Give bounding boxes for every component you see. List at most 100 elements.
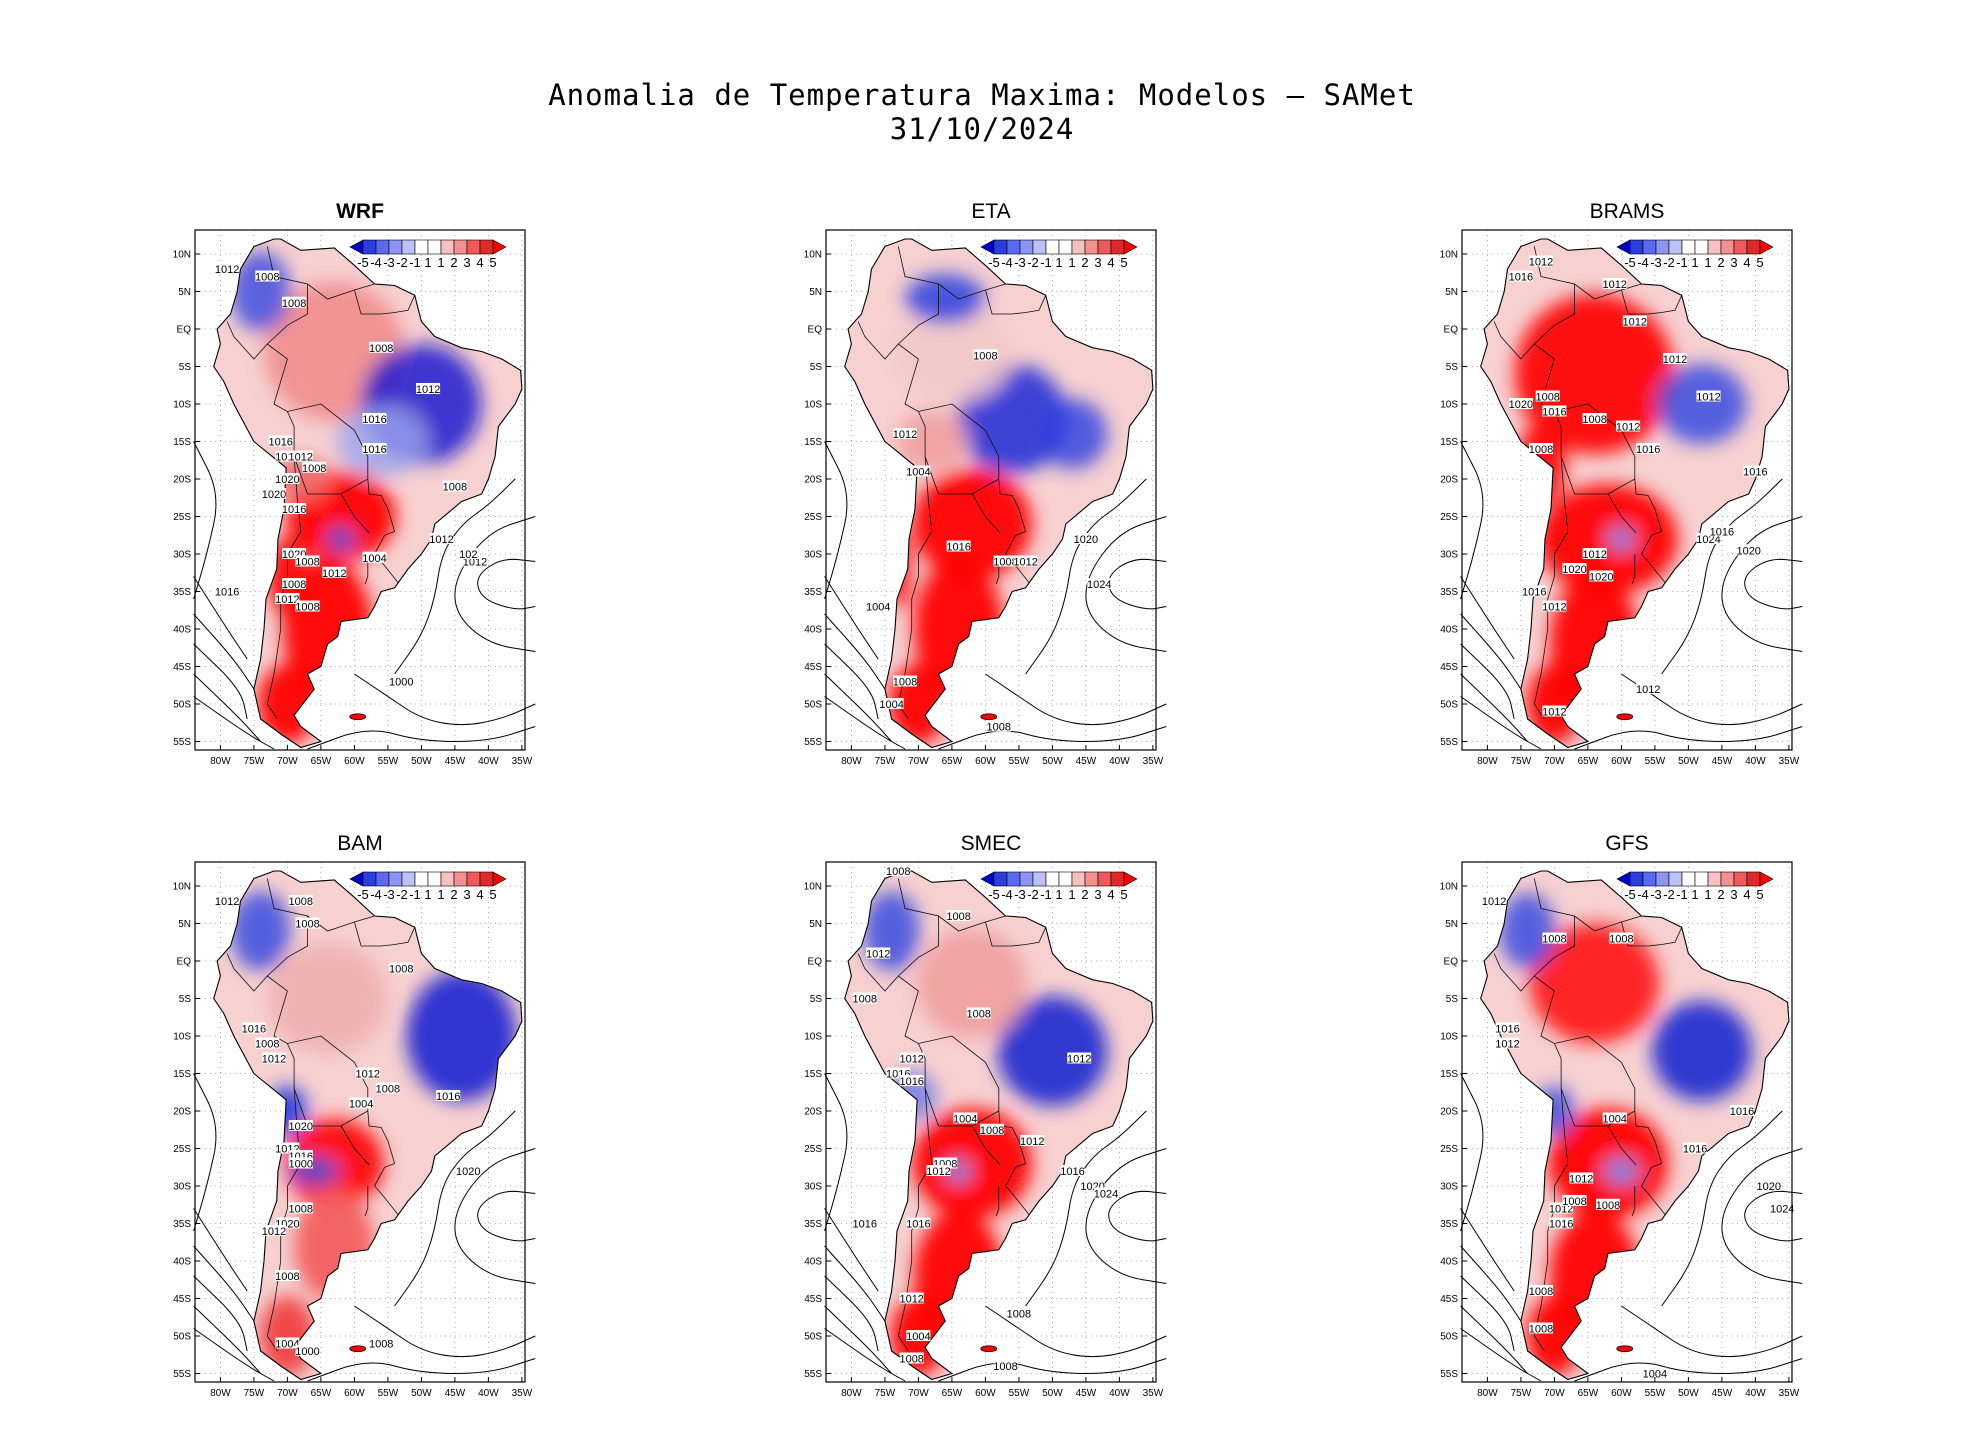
colorbar-tick-label: 1 bbox=[437, 887, 444, 902]
isobar-label: 1012 bbox=[262, 1225, 286, 1238]
colorbar-tick-label: -2 bbox=[396, 255, 408, 270]
colorbar-tick-label: 1 bbox=[1055, 255, 1062, 270]
svg-text:1012: 1012 bbox=[899, 1054, 923, 1066]
isobar-label: 1004 bbox=[362, 551, 387, 565]
colorbar-tick-label: 2 bbox=[450, 255, 457, 270]
isobar-label: 1020 bbox=[1562, 563, 1587, 576]
isobar-label: 1012 bbox=[926, 1165, 951, 1178]
svg-text:15S: 15S bbox=[173, 437, 191, 448]
svg-text:1012: 1012 bbox=[429, 534, 453, 546]
svg-text:1008: 1008 bbox=[993, 1361, 1017, 1373]
svg-text:70W: 70W bbox=[908, 756, 929, 767]
coastline bbox=[1480, 870, 1790, 1381]
svg-text:1024: 1024 bbox=[1087, 579, 1111, 591]
colorbar-tick-label: -1 bbox=[1676, 255, 1688, 270]
isobar-label: 1000 bbox=[389, 675, 414, 689]
isobar-label: 1016 bbox=[242, 1022, 266, 1036]
svg-text:65W: 65W bbox=[942, 1388, 963, 1399]
svg-text:55S: 55S bbox=[1440, 737, 1458, 748]
colorbar-tick-label: -2 bbox=[1663, 255, 1675, 270]
isobar-label: 1012 bbox=[1542, 705, 1567, 719]
colorbar-tick-label: 5 bbox=[1756, 887, 1763, 902]
map-panel-bam: 1012 100810081008101610081012101210081004… bbox=[173, 861, 536, 1399]
svg-text:45S: 45S bbox=[804, 662, 822, 673]
svg-text:1016: 1016 bbox=[1683, 1144, 1707, 1156]
colorbar-tick-label: 5 bbox=[489, 887, 496, 902]
svg-text:30S: 30S bbox=[173, 550, 191, 561]
svg-text:1004: 1004 bbox=[953, 1114, 977, 1126]
svg-text:10N: 10N bbox=[173, 882, 191, 893]
isobar-label: 1012 bbox=[1602, 278, 1627, 291]
svg-text:50S: 50S bbox=[1440, 700, 1458, 711]
isobar-label: 1016 bbox=[946, 540, 971, 554]
svg-text:40S: 40S bbox=[173, 1257, 191, 1268]
svg-text:50S: 50S bbox=[804, 1332, 822, 1343]
isobar-label: 1012 bbox=[1623, 315, 1647, 329]
isobar-label: 1004 bbox=[349, 1097, 373, 1111]
svg-text:1020: 1020 bbox=[456, 1166, 480, 1178]
isobar-label: 1008 bbox=[1007, 1307, 1031, 1321]
svg-text:55W: 55W bbox=[1009, 756, 1030, 767]
isobar-label: 1012 bbox=[1529, 255, 1553, 269]
svg-text:1016: 1016 bbox=[1509, 272, 1533, 284]
svg-text:75W: 75W bbox=[1511, 756, 1532, 767]
svg-text:1016: 1016 bbox=[1636, 444, 1660, 456]
lon-axis: 80W 75W 70W 65W 60W 55W 50W 45W 40W 35W bbox=[841, 745, 1164, 767]
svg-text:1004: 1004 bbox=[906, 1331, 930, 1343]
isobar-label: 1024 bbox=[1087, 578, 1112, 591]
svg-text:1020: 1020 bbox=[289, 1121, 313, 1133]
lat-axis: 10N 5N EQ 5S 10S 15S 20S 25S 30S 35S 40S 45S 50S 55S bbox=[173, 250, 200, 748]
svg-text:55S: 55S bbox=[1440, 1369, 1458, 1380]
lon-axis: 80W 75W 70W 65W 60W 55W 50W 45W 40W 35W bbox=[210, 745, 533, 767]
isobar-label: 1008 bbox=[302, 461, 326, 475]
isobar-label: 1016 bbox=[1060, 1165, 1085, 1178]
colorbar-tick-label: 3 bbox=[1094, 887, 1101, 902]
map-frame bbox=[1461, 229, 1793, 751]
svg-text:45W: 45W bbox=[1712, 756, 1733, 767]
svg-text:1012: 1012 bbox=[289, 452, 313, 464]
svg-text:1020: 1020 bbox=[1736, 545, 1760, 557]
svg-text:1012: 1012 bbox=[899, 1294, 923, 1306]
svg-text:5N: 5N bbox=[1445, 919, 1458, 930]
isobar-label: 1008 bbox=[893, 675, 917, 689]
svg-text:1016: 1016 bbox=[268, 437, 292, 449]
colorbar-tick-label: 1 bbox=[1691, 887, 1698, 902]
colorbar-tick-label: -5 bbox=[988, 255, 1000, 270]
svg-text:20S: 20S bbox=[173, 475, 191, 486]
svg-text:1008: 1008 bbox=[946, 911, 970, 923]
colorbar-tick-label: 1 bbox=[1068, 255, 1075, 270]
isobar-label: 1016 bbox=[268, 435, 293, 449]
colorbar-tick-label: -3 bbox=[383, 255, 395, 270]
isobar-label: 1008 bbox=[376, 1082, 400, 1096]
map-frame bbox=[825, 861, 1157, 1383]
svg-text:1008: 1008 bbox=[980, 1125, 1004, 1137]
svg-text:10N: 10N bbox=[804, 250, 822, 261]
svg-text:5S: 5S bbox=[1446, 994, 1459, 1005]
svg-text:80W: 80W bbox=[210, 1388, 231, 1399]
svg-text:25S: 25S bbox=[804, 512, 822, 523]
svg-text:5S: 5S bbox=[810, 362, 823, 373]
svg-text:1008: 1008 bbox=[282, 298, 306, 310]
colorbar-tick-label: 3 bbox=[1730, 255, 1737, 270]
isobar-label: 1020 bbox=[1074, 533, 1098, 546]
isobar-label: 1008 bbox=[899, 1352, 924, 1366]
svg-text:35S: 35S bbox=[804, 1219, 822, 1230]
svg-text:5S: 5S bbox=[1446, 362, 1459, 373]
colorbar-tick-label: 5 bbox=[1120, 887, 1127, 902]
svg-text:50S: 50S bbox=[804, 700, 822, 711]
svg-text:1008: 1008 bbox=[1609, 934, 1633, 946]
svg-text:35S: 35S bbox=[173, 1219, 191, 1230]
lat-axis: 10N 5N EQ 5S 10S 15S 20S 25S 30S 35S 40S 45S 50S 55S bbox=[1440, 882, 1467, 1380]
isobar-label: 1004 bbox=[953, 1112, 978, 1126]
colorbar-tick-label: 1 bbox=[424, 887, 431, 902]
isobar-label: 1008 bbox=[275, 1270, 300, 1283]
svg-text:1012: 1012 bbox=[416, 384, 440, 396]
isobar-label: 1020 bbox=[289, 1120, 313, 1133]
svg-text:70W: 70W bbox=[277, 756, 298, 767]
svg-text:1008: 1008 bbox=[853, 994, 877, 1006]
svg-text:35S: 35S bbox=[173, 587, 191, 598]
isobar-label: 1016 bbox=[1683, 1142, 1707, 1156]
svg-text:1012: 1012 bbox=[463, 557, 487, 569]
colorbar-tick-label: -4 bbox=[370, 887, 382, 902]
